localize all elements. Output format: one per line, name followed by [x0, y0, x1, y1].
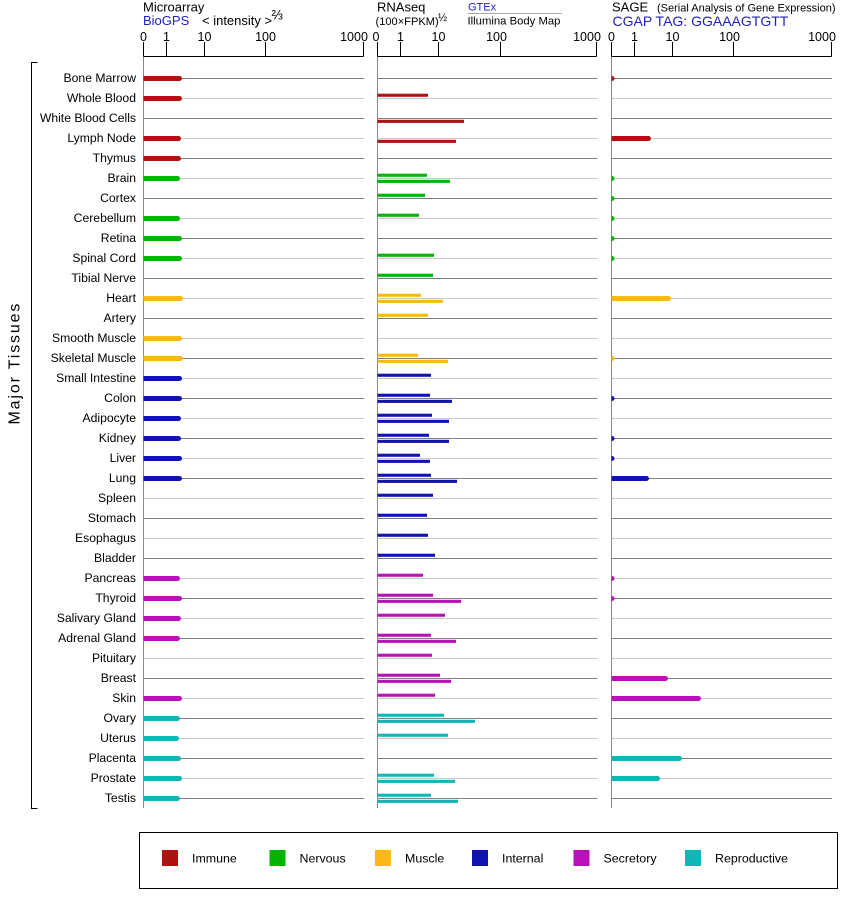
svg-text:1: 1	[397, 30, 404, 44]
svg-text:⅔: ⅔	[272, 8, 283, 23]
svg-text:Smooth Muscle: Smooth Muscle	[52, 331, 136, 345]
svg-text:Kidney: Kidney	[99, 431, 137, 445]
svg-text:(Serial Analysis of Gene Expre: (Serial Analysis of Gene Expression)	[657, 3, 836, 15]
svg-text:Adipocyte: Adipocyte	[82, 411, 136, 425]
svg-text:Tibial Nerve: Tibial Nerve	[71, 271, 136, 285]
svg-text:Pancreas: Pancreas	[85, 571, 137, 585]
svg-text:Salivary Gland: Salivary Gland	[57, 611, 136, 625]
svg-text:10: 10	[432, 30, 446, 44]
svg-text:1000: 1000	[808, 30, 836, 44]
svg-text:Stomach: Stomach	[88, 511, 136, 525]
svg-text:Placenta: Placenta	[89, 751, 137, 765]
svg-text:100: 100	[255, 30, 276, 44]
svg-text:Bladder: Bladder	[94, 551, 136, 565]
svg-text:SAGE: SAGE	[612, 0, 648, 15]
svg-text:Whole Blood: Whole Blood	[67, 91, 136, 105]
svg-text:Nervous: Nervous	[300, 852, 346, 866]
svg-text:Spleen: Spleen	[98, 491, 136, 505]
svg-text:Adrenal Gland: Adrenal Gland	[58, 631, 136, 645]
svg-text:Major Tissues: Major Tissues	[7, 302, 24, 425]
svg-text:½: ½	[438, 12, 447, 24]
svg-text:BioGPS: BioGPS	[143, 13, 190, 28]
svg-text:Small Intestine: Small Intestine	[56, 371, 136, 385]
svg-text:0: 0	[373, 30, 380, 44]
svg-text:Secretory: Secretory	[604, 852, 658, 866]
svg-text:1: 1	[163, 30, 170, 44]
svg-text:Uterus: Uterus	[100, 731, 136, 745]
svg-text:Cortex: Cortex	[100, 191, 136, 205]
svg-text:1000: 1000	[573, 30, 601, 44]
svg-text:White Blood Cells: White Blood Cells	[40, 111, 136, 125]
svg-text:Illumina Body Map: Illumina Body Map	[468, 16, 561, 28]
svg-text:1: 1	[631, 30, 638, 44]
svg-text:Breast: Breast	[101, 671, 137, 685]
svg-text:100: 100	[719, 30, 740, 44]
svg-text:Cerebellum: Cerebellum	[74, 211, 136, 225]
svg-text:Brain: Brain	[108, 171, 136, 185]
svg-text:Testis: Testis	[105, 791, 136, 805]
svg-text:10: 10	[198, 30, 212, 44]
svg-text:Lymph Node: Lymph Node	[67, 131, 136, 145]
svg-text:1000: 1000	[340, 30, 368, 44]
svg-text:Retina: Retina	[101, 231, 136, 245]
svg-text:GTEx: GTEx	[468, 2, 497, 14]
svg-text:Heart: Heart	[106, 291, 136, 305]
svg-text:(100×FPKM): (100×FPKM)	[376, 16, 439, 28]
svg-text:Lung: Lung	[109, 471, 136, 485]
svg-text:Ovary: Ovary	[103, 711, 136, 725]
svg-text:Thymus: Thymus	[93, 151, 136, 165]
svg-text:Colon: Colon	[104, 391, 136, 405]
svg-text:RNAseq: RNAseq	[377, 0, 425, 15]
svg-text:CGAP TAG: GGAAAGTGTT: CGAP TAG: GGAAAGTGTT	[613, 13, 789, 29]
svg-text:Spinal Cord: Spinal Cord	[72, 251, 136, 265]
svg-text:Muscle: Muscle	[405, 852, 444, 866]
svg-text:Prostate: Prostate	[91, 771, 137, 785]
svg-text:Skin: Skin	[112, 691, 136, 705]
svg-text:Bone Marrow: Bone Marrow	[64, 71, 137, 85]
svg-text:Immune: Immune	[192, 852, 237, 866]
svg-text:< intensity >: < intensity >	[202, 13, 272, 28]
svg-text:Liver: Liver	[110, 451, 136, 465]
svg-text:Skeletal Muscle: Skeletal Muscle	[51, 351, 137, 365]
svg-text:Internal: Internal	[502, 852, 543, 866]
svg-text:10: 10	[666, 30, 680, 44]
svg-text:100: 100	[486, 30, 507, 44]
svg-text:Reproductive: Reproductive	[715, 852, 788, 866]
svg-text:Pituitary: Pituitary	[92, 651, 137, 665]
svg-text:Microarray: Microarray	[143, 0, 205, 15]
svg-text:0: 0	[608, 30, 615, 44]
svg-text:Thyroid: Thyroid	[95, 591, 136, 605]
svg-text:0: 0	[140, 30, 147, 44]
svg-text:Artery: Artery	[103, 311, 136, 325]
svg-text:Esophagus: Esophagus	[75, 531, 136, 545]
